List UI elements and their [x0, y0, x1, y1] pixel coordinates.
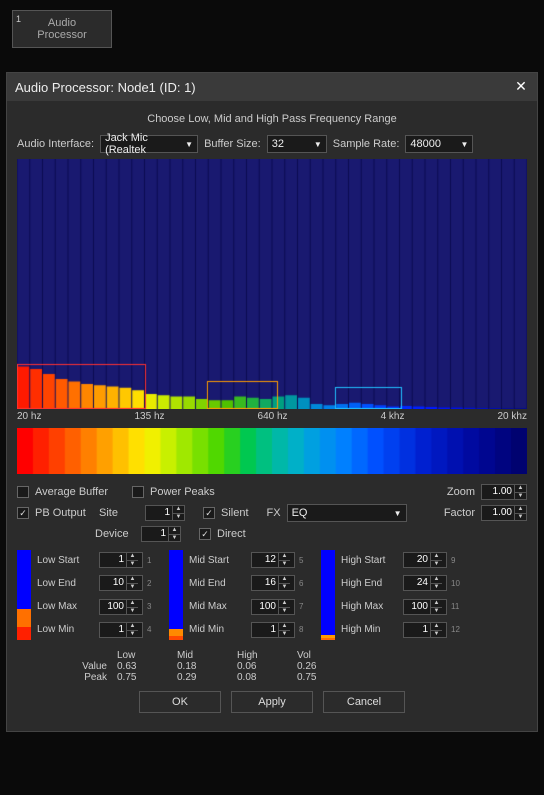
- window-title: Audio Processor: Node1 (ID: 1): [15, 80, 196, 95]
- mid-mid-min-input[interactable]: 1▲▼: [251, 622, 295, 638]
- fx-label: FX: [267, 507, 281, 519]
- chevron-down-icon: ▼: [394, 509, 402, 518]
- low-low-start-label: Low Start: [37, 555, 95, 566]
- direct-label: Direct: [217, 528, 246, 540]
- mid-mid-min-label: Mid Min: [189, 624, 247, 635]
- pb-output-checkbox[interactable]: ✓: [17, 507, 29, 519]
- high-high-start-input[interactable]: 20▲▼: [403, 552, 447, 568]
- low-low-max-input[interactable]: 100▲▼: [99, 599, 143, 615]
- low-low-min-input[interactable]: 1▲▼: [99, 622, 143, 638]
- silent-label: Silent: [221, 507, 249, 519]
- stats-grid: LowMidHighVolValue0.630.180.060.26Peak0.…: [17, 650, 527, 683]
- mid-mid-start-input[interactable]: 12▲▼: [251, 552, 295, 568]
- buffer-size-select[interactable]: 32▼: [267, 135, 327, 153]
- subtitle: Choose Low, Mid and High Pass Frequency …: [17, 113, 527, 125]
- device-label: Device: [95, 528, 135, 540]
- pb-output-label: PB Output: [35, 507, 93, 519]
- high-high-end-label: High End: [341, 578, 399, 589]
- low-low-max-label: Low Max: [37, 601, 95, 612]
- factor-input[interactable]: 1.00▲▼: [481, 505, 527, 521]
- chevron-down-icon: ▼: [185, 140, 193, 149]
- sample-rate-select[interactable]: 48000▼: [405, 135, 473, 153]
- high-high-start-label: High Start: [341, 555, 399, 566]
- low-low-min-label: Low Min: [37, 624, 95, 635]
- mid-mid-max-input[interactable]: 100▲▼: [251, 599, 295, 615]
- low-low-start-input[interactable]: 1▲▼: [99, 552, 143, 568]
- audio-processor-window: Audio Processor: Node1 (ID: 1) ✕ Choose …: [6, 72, 538, 732]
- high-high-min-input[interactable]: 1▲▼: [403, 622, 447, 638]
- zoom-label: Zoom: [447, 486, 475, 498]
- low-low-end-label: Low End: [37, 578, 95, 589]
- node-label: AudioProcessor: [37, 17, 87, 41]
- frequency-axis: 20 hz135 hz640 hz4 khz20 khz: [17, 411, 527, 422]
- color-gradient-bar: [17, 428, 527, 474]
- audio-interface-label: Audio Interface:: [17, 138, 94, 150]
- top-controls-row: Audio Interface: Jack Mic (Realtek▼ Buff…: [17, 135, 527, 153]
- high-high-max-label: High Max: [341, 601, 399, 612]
- low-low-end-input[interactable]: 10▲▼: [99, 575, 143, 591]
- sample-rate-label: Sample Rate:: [333, 138, 400, 150]
- site-input[interactable]: 1▲▼: [145, 505, 185, 521]
- high-high-end-input[interactable]: 24▲▼: [403, 575, 447, 591]
- node-tab[interactable]: 1 AudioProcessor: [12, 10, 112, 48]
- average-buffer-label: Average Buffer: [35, 486, 108, 498]
- mid-mid-max-label: Mid Max: [189, 601, 247, 612]
- apply-button[interactable]: Apply: [231, 691, 313, 713]
- average-buffer-checkbox[interactable]: [17, 486, 29, 498]
- band-parameters: Low Start1▲▼1Low End10▲▼2Low Max100▲▼3Lo…: [17, 550, 527, 640]
- silent-checkbox[interactable]: ✓: [203, 507, 215, 519]
- power-peaks-checkbox[interactable]: [132, 486, 144, 498]
- high-meter: [321, 550, 335, 640]
- buffer-size-label: Buffer Size:: [204, 138, 261, 150]
- node-index: 1: [16, 13, 21, 25]
- zoom-input[interactable]: 1.00▲▼: [481, 484, 527, 500]
- spectrum-analyzer[interactable]: [17, 159, 527, 409]
- chevron-down-icon: ▼: [460, 140, 468, 149]
- low-meter: [17, 550, 31, 640]
- power-peaks-label: Power Peaks: [150, 486, 215, 498]
- mid-mid-end-label: Mid End: [189, 578, 247, 589]
- mid-meter: [169, 550, 183, 640]
- direct-checkbox[interactable]: ✓: [199, 528, 211, 540]
- device-input[interactable]: 1▲▼: [141, 526, 181, 542]
- factor-label: Factor: [444, 507, 475, 519]
- ok-button[interactable]: OK: [139, 691, 221, 713]
- mid-mid-end-input[interactable]: 16▲▼: [251, 575, 295, 591]
- chevron-down-icon: ▼: [314, 140, 322, 149]
- audio-interface-select[interactable]: Jack Mic (Realtek▼: [100, 135, 198, 153]
- cancel-button[interactable]: Cancel: [323, 691, 405, 713]
- site-label: Site: [99, 507, 139, 519]
- high-high-max-input[interactable]: 100▲▼: [403, 599, 447, 615]
- titlebar[interactable]: Audio Processor: Node1 (ID: 1) ✕: [7, 73, 537, 101]
- fx-select[interactable]: EQ▼: [287, 504, 407, 522]
- close-icon[interactable]: ✕: [513, 79, 529, 95]
- high-high-min-label: High Min: [341, 624, 399, 635]
- mid-mid-start-label: Mid Start: [189, 555, 247, 566]
